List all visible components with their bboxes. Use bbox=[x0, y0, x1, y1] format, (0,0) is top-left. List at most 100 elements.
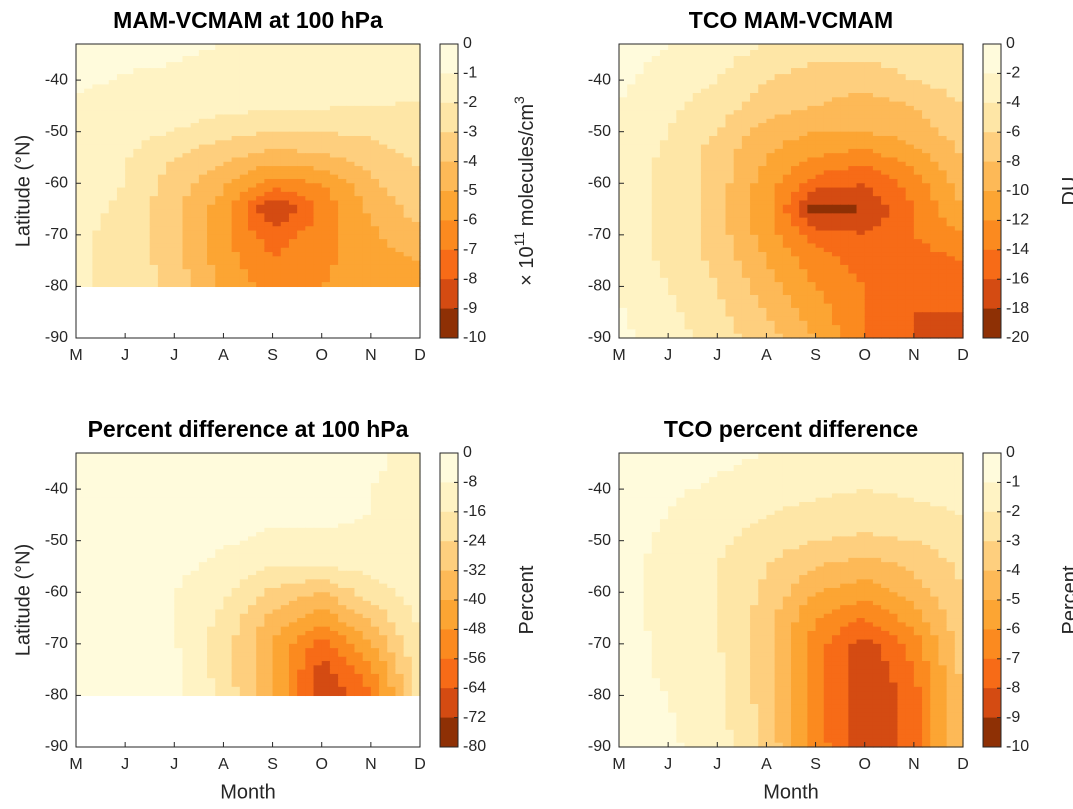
contour-cell bbox=[379, 101, 388, 107]
contour-cell bbox=[411, 110, 421, 116]
contour-cell bbox=[125, 277, 134, 283]
contour-cell bbox=[239, 144, 249, 150]
contour-cell bbox=[157, 221, 167, 227]
contour-cell bbox=[807, 97, 817, 103]
contour-cell bbox=[166, 110, 175, 116]
contour-cell bbox=[733, 131, 743, 137]
contour-cell bbox=[338, 114, 347, 120]
contour-cell bbox=[840, 68, 849, 75]
contour-cell bbox=[815, 84, 825, 90]
contour-cell bbox=[897, 196, 907, 202]
contour-cell bbox=[166, 84, 175, 90]
contour-cell bbox=[116, 209, 126, 214]
contour-cell bbox=[190, 110, 200, 116]
contour-cell bbox=[166, 200, 175, 206]
contour-cell bbox=[354, 56, 364, 63]
contour-cell bbox=[799, 217, 808, 223]
contour-cell bbox=[635, 247, 645, 253]
contour-cell bbox=[411, 174, 421, 180]
contour-cell bbox=[231, 153, 241, 159]
contour-cell bbox=[946, 187, 956, 193]
contour-cell bbox=[338, 131, 347, 137]
contour-cell bbox=[700, 191, 710, 197]
contour-cell bbox=[700, 264, 710, 270]
contour-cell bbox=[758, 50, 768, 57]
contour-cell bbox=[198, 273, 208, 279]
contour-cell bbox=[305, 127, 315, 133]
contour-cell bbox=[231, 187, 241, 193]
contour-cell bbox=[321, 243, 331, 249]
contour-cell bbox=[651, 226, 661, 232]
contour-cell bbox=[338, 50, 347, 57]
contour-cell bbox=[133, 127, 143, 133]
contour-cell bbox=[174, 221, 184, 227]
contour-cell bbox=[799, 174, 808, 180]
contour-cell bbox=[791, 247, 800, 253]
contour-cell bbox=[313, 221, 323, 227]
contour-cell bbox=[774, 153, 784, 159]
contour-cell bbox=[272, 144, 282, 150]
contour-cell bbox=[149, 243, 159, 249]
contour-cell bbox=[264, 269, 274, 275]
contour-cell bbox=[938, 135, 948, 141]
contour-cell bbox=[750, 131, 759, 137]
contour-cell bbox=[411, 196, 421, 202]
contour-cell bbox=[305, 260, 315, 266]
contour-cell bbox=[174, 234, 184, 240]
contour-cell bbox=[239, 80, 249, 86]
contour-cell bbox=[651, 333, 661, 339]
contour-cell bbox=[823, 277, 833, 283]
contour-cell bbox=[651, 135, 661, 141]
contour-cell bbox=[313, 144, 323, 150]
contour-cell bbox=[848, 114, 858, 120]
contour-cell bbox=[717, 101, 727, 107]
contour-cell bbox=[897, 161, 907, 167]
contour-cell bbox=[379, 153, 388, 159]
contour-cell bbox=[256, 80, 265, 86]
contour-cell bbox=[807, 260, 817, 266]
contour-cell bbox=[774, 295, 784, 300]
contour-cell bbox=[133, 260, 143, 266]
contour-cell bbox=[831, 226, 841, 232]
contour-cell bbox=[758, 213, 768, 219]
contour-cell bbox=[668, 74, 677, 81]
contour-cell bbox=[133, 157, 143, 163]
contour-cell bbox=[741, 209, 751, 214]
contour-cell bbox=[116, 273, 126, 279]
contour-cell bbox=[831, 166, 841, 171]
contour-cell bbox=[354, 213, 364, 219]
contour-cell bbox=[938, 110, 948, 116]
contour-cell bbox=[370, 234, 380, 240]
contour-cell bbox=[741, 273, 751, 279]
contour-cell bbox=[725, 230, 735, 236]
contour-cell bbox=[750, 209, 759, 214]
contour-cell bbox=[264, 105, 274, 111]
contour-cell bbox=[248, 256, 257, 262]
contour-cell bbox=[157, 239, 167, 245]
contour-cell bbox=[619, 252, 628, 257]
contour-cell bbox=[272, 74, 282, 81]
contour-cell bbox=[930, 131, 940, 137]
contour-cell bbox=[174, 131, 184, 137]
contour-cell bbox=[774, 140, 784, 146]
contour-cell bbox=[889, 118, 899, 124]
contour-cell bbox=[782, 200, 792, 206]
contour-cell bbox=[930, 213, 940, 219]
contour-cell bbox=[807, 299, 817, 305]
contour-cell bbox=[938, 234, 948, 240]
contour-cell bbox=[215, 118, 225, 124]
contour-cell bbox=[684, 243, 694, 249]
contour-cell bbox=[668, 105, 677, 111]
contour-cell bbox=[766, 247, 776, 253]
contour-cell bbox=[750, 191, 759, 197]
contour-cell bbox=[864, 166, 874, 171]
contour-cell bbox=[321, 217, 331, 223]
contour-cell bbox=[379, 178, 388, 184]
contour-cell bbox=[758, 110, 768, 116]
contour-cell bbox=[346, 239, 356, 245]
contour-cell bbox=[370, 209, 380, 214]
contour-cell bbox=[272, 252, 282, 257]
contour-cell bbox=[872, 239, 882, 245]
contour-cell bbox=[799, 252, 808, 257]
contour-cell bbox=[905, 153, 915, 159]
